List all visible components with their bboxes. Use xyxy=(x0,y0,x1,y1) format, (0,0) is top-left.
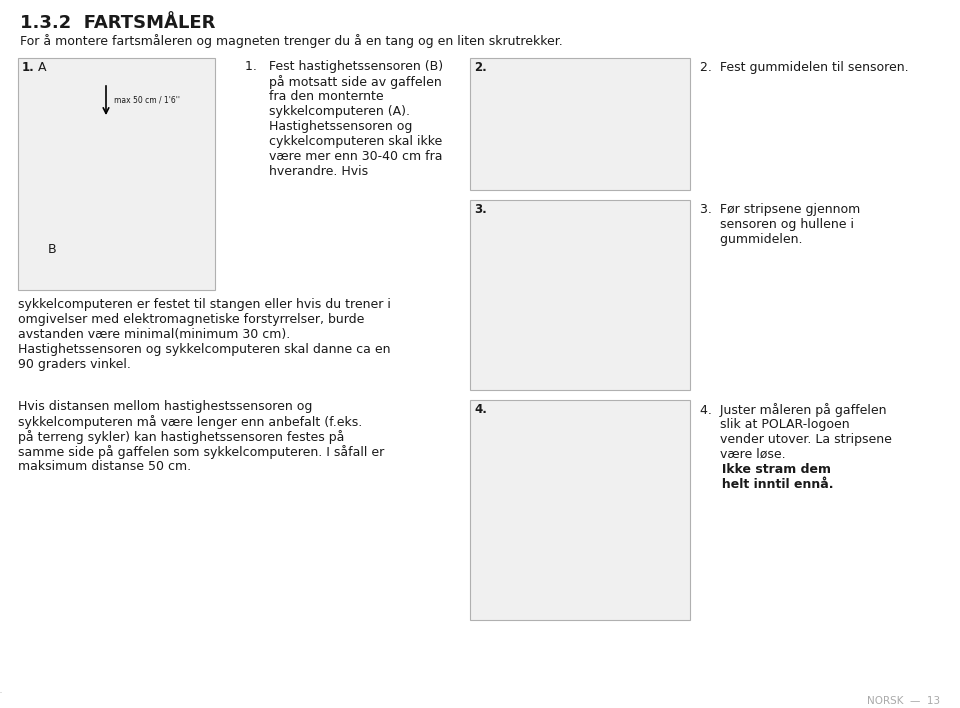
Text: hverandre. Hvis: hverandre. Hvis xyxy=(245,165,368,178)
Text: maksimum distanse 50 cm.: maksimum distanse 50 cm. xyxy=(18,460,191,473)
Bar xyxy=(470,400,690,620)
Text: 4.: 4. xyxy=(474,403,487,416)
Bar xyxy=(18,58,215,290)
Text: sykkelcomputeren må være lenger enn anbefalt (f.eks.: sykkelcomputeren må være lenger enn anbe… xyxy=(18,415,362,429)
Text: sykkelcomputeren (A).: sykkelcomputeren (A). xyxy=(245,105,410,118)
Text: A: A xyxy=(38,61,46,74)
Text: omgivelser med elektromagnetiske forstyrrelser, burde: omgivelser med elektromagnetiske forstyr… xyxy=(18,313,365,326)
Text: NORSK  —  13: NORSK — 13 xyxy=(867,696,940,706)
Text: samme side på gaffelen som sykkelcomputeren. I såfall er: samme side på gaffelen som sykkelcompute… xyxy=(18,445,384,459)
Bar xyxy=(470,58,690,190)
Text: avstanden være minimal(minimum 30 cm).: avstanden være minimal(minimum 30 cm). xyxy=(18,328,290,341)
Text: gummidelen.: gummidelen. xyxy=(700,233,803,246)
Text: 2.  Fest gummidelen til sensoren.: 2. Fest gummidelen til sensoren. xyxy=(700,61,908,74)
Text: 90 graders vinkel.: 90 graders vinkel. xyxy=(18,358,131,371)
Text: B: B xyxy=(48,243,57,256)
Text: 2.: 2. xyxy=(474,61,487,74)
Text: For å montere fartsmåleren og magneten trenger du å en tang og en liten skrutrek: For å montere fartsmåleren og magneten t… xyxy=(20,34,563,48)
Text: sykkelcomputeren er festet til stangen eller hvis du trener i: sykkelcomputeren er festet til stangen e… xyxy=(18,298,391,311)
Text: 3.: 3. xyxy=(474,203,487,216)
Text: max 50 cm / 1'6'': max 50 cm / 1'6'' xyxy=(114,96,180,105)
Text: sensoren og hullene i: sensoren og hullene i xyxy=(700,218,854,231)
Text: 3.  Før stripsene gjennom: 3. Før stripsene gjennom xyxy=(700,203,860,216)
Text: vender utover. La stripsene: vender utover. La stripsene xyxy=(700,433,892,446)
Bar xyxy=(470,200,690,390)
Text: 1.3.2  FARTSMÅLER: 1.3.2 FARTSMÅLER xyxy=(20,14,215,32)
Text: Hastighetssensoren og: Hastighetssensoren og xyxy=(245,120,413,133)
Text: helt inntil ennå.: helt inntil ennå. xyxy=(700,478,833,491)
Text: Hastighetssensoren og sykkelcomputeren skal danne ca en: Hastighetssensoren og sykkelcomputeren s… xyxy=(18,343,391,356)
Text: Hvis distansen mellom hastighestssensoren og: Hvis distansen mellom hastighestssensore… xyxy=(18,400,312,413)
Text: cykkelcomputeren skal ikke: cykkelcomputeren skal ikke xyxy=(245,135,443,148)
Text: 1.: 1. xyxy=(22,61,35,74)
Text: slik at POLAR-logoen: slik at POLAR-logoen xyxy=(700,418,850,431)
Text: være løse.: være løse. xyxy=(700,448,790,461)
Text: 1.   Fest hastighetssensoren (B): 1. Fest hastighetssensoren (B) xyxy=(245,60,444,73)
Text: være mer enn 30-40 cm fra: være mer enn 30-40 cm fra xyxy=(245,150,443,163)
Text: fra den monternte: fra den monternte xyxy=(245,90,384,103)
Text: på terreng sykler) kan hastighetssensoren festes på: på terreng sykler) kan hastighetssensore… xyxy=(18,430,345,444)
Text: 4.  Juster måleren på gaffelen: 4. Juster måleren på gaffelen xyxy=(700,403,886,417)
Text: Ikke stram dem: Ikke stram dem xyxy=(700,463,831,476)
Text: på motsatt side av gaffelen: på motsatt side av gaffelen xyxy=(245,75,442,89)
